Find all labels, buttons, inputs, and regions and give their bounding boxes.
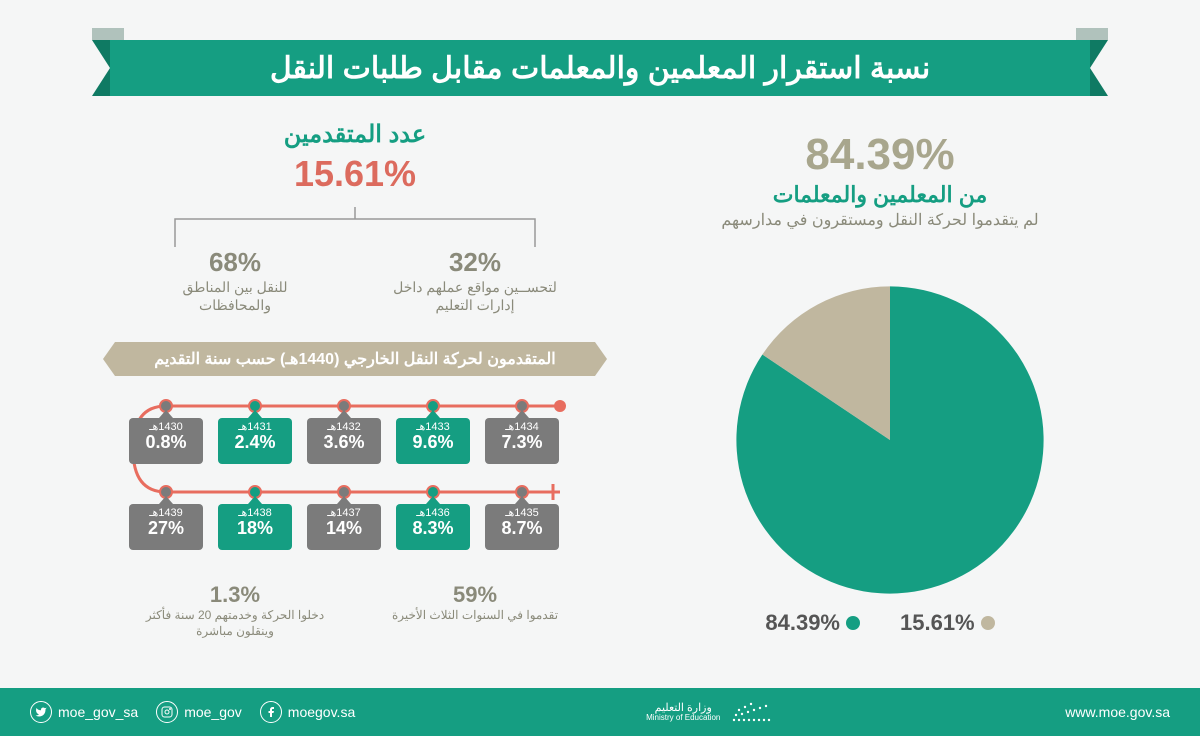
year-box: 1432هـ 3.6% — [307, 418, 381, 464]
applicants-title: عدد المتقدمين — [90, 120, 620, 149]
legend-item: 84.39% — [765, 610, 860, 636]
year-percent: 7.3% — [485, 433, 559, 453]
year-percent: 2.4% — [218, 433, 292, 453]
note-desc: دخلوا الحركة وخدمتهم 20 سنة فأكثر وينقلو… — [135, 608, 335, 639]
legend-label: 15.61% — [900, 610, 975, 636]
stability-desc: لم يتقدموا لحركة النقل ومستقرون في مدارس… — [660, 210, 1100, 230]
split-item: 32% لتحســين مواقع عملهم داخل إدارات الت… — [385, 247, 565, 314]
year-percent: 8.7% — [485, 519, 559, 539]
year-box: 1435هـ 8.7% — [485, 504, 559, 550]
social-handle: moe_gov — [184, 704, 242, 720]
split-item: 68% للنقل بين المناطق والمحافظات — [145, 247, 325, 314]
note-item: 1.3% دخلوا الحركة وخدمتهم 20 سنة فأكثر و… — [135, 582, 335, 639]
year-box: 1434هـ 7.3% — [485, 418, 559, 464]
social-handle: moe_gov_sa — [58, 704, 138, 720]
banner-fold — [92, 28, 124, 40]
year-box: 1436هـ 8.3% — [396, 504, 470, 550]
footer-bar: www.moe.gov.sa وزارة التعليم Ministry of… — [0, 688, 1200, 736]
split-desc: للنقل بين المناطق والمحافظات — [145, 278, 325, 314]
pie-chart — [730, 280, 1050, 600]
ministry-name-en: Ministry of Education — [646, 714, 720, 723]
split-columns: 32% لتحســين مواقع عملهم داخل إدارات الت… — [145, 247, 565, 314]
year-box: 1431هـ 2.4% — [218, 418, 292, 464]
twitter-icon — [30, 701, 52, 723]
instagram-icon — [156, 701, 178, 723]
legend-label: 84.39% — [765, 610, 840, 636]
applicants-panel: عدد المتقدمين 15.61% 32% لتحســين مواقع … — [90, 120, 620, 640]
split-connector — [145, 207, 565, 247]
pie-legend: 84.39% 15.61% — [690, 610, 1070, 636]
banner-title: نسبة استقرار المعلمين والمعلمات مقابل طل… — [270, 51, 930, 86]
legend-dot — [846, 616, 860, 630]
note-desc: تقدموا في السنوات الثلاث الأخيرة — [375, 608, 575, 624]
year-percent: 0.8% — [129, 433, 203, 453]
timeline-title: المتقدمون لحركة النقل الخارجي (1440هـ) ح… — [154, 349, 555, 369]
year-percent: 3.6% — [307, 433, 381, 453]
ministry-name-ar: وزارة التعليم — [646, 702, 720, 714]
year-percent: 9.6% — [396, 433, 470, 453]
ministry-logo-icon — [728, 698, 774, 726]
legend-dot — [981, 616, 995, 630]
timeline-notes: 59% تقدموا في السنوات الثلاث الأخيرة 1.3… — [115, 582, 595, 639]
year-percent: 27% — [129, 519, 203, 539]
year-percent: 8.3% — [396, 519, 470, 539]
note-item: 59% تقدموا في السنوات الثلاث الأخيرة — [375, 582, 575, 639]
stability-percent: 84.39% — [660, 130, 1100, 180]
banner-fold — [1076, 28, 1108, 40]
applicants-percent: 15.61% — [90, 153, 620, 195]
year-timeline: 1430هـ 0.8% 1431هـ 2.4% 1432هـ 3.6% 1433… — [115, 388, 595, 588]
social-handle: moegov.sa — [288, 704, 355, 720]
legend-item: 15.61% — [900, 610, 995, 636]
split-percent: 68% — [145, 247, 325, 278]
year-percent: 18% — [218, 519, 292, 539]
stability-summary: 84.39% من المعلمين والمعلمات لم يتقدموا … — [660, 130, 1100, 230]
split-percent: 32% — [385, 247, 565, 278]
timeline-header: المتقدمون لحركة النقل الخارجي (1440هـ) ح… — [115, 342, 595, 376]
facebook-icon — [260, 701, 282, 723]
year-box: 1430هـ 0.8% — [129, 418, 203, 464]
social-links: moe_gov_sa moe_gov moegov.sa — [30, 701, 355, 723]
social-item[interactable]: moegov.sa — [260, 701, 355, 723]
social-item[interactable]: moe_gov_sa — [30, 701, 138, 723]
year-box: 1439هـ 27% — [129, 504, 203, 550]
split-desc: لتحســين مواقع عملهم داخل إدارات التعليم — [385, 278, 565, 314]
year-box: 1438هـ 18% — [218, 504, 292, 550]
timeline-start-dot — [554, 400, 566, 412]
ministry-logo: وزارة التعليم Ministry of Education — [646, 698, 774, 726]
social-item[interactable]: moe_gov — [156, 701, 242, 723]
footer-url: www.moe.gov.sa — [1065, 704, 1170, 720]
year-percent: 14% — [307, 519, 381, 539]
year-box: 1437هـ 14% — [307, 504, 381, 550]
stability-subtitle: من المعلمين والمعلمات — [660, 182, 1100, 208]
title-banner: نسبة استقرار المعلمين والمعلمات مقابل طل… — [110, 40, 1090, 96]
year-box: 1433هـ 9.6% — [396, 418, 470, 464]
